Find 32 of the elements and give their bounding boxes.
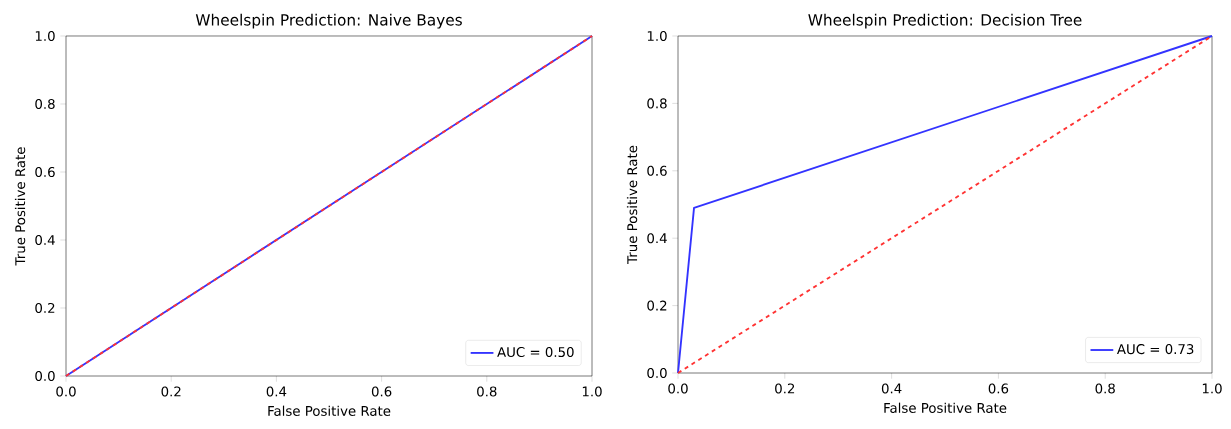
x-tick-label: 0.4 — [881, 383, 902, 394]
x-tick-label: 1.0 — [582, 386, 602, 397]
y-tick-label: 0.6 — [35, 166, 55, 178]
x-tick-label: 0.8 — [1095, 383, 1115, 394]
y-axis-title: True Positive Rate — [626, 145, 638, 264]
x-tick-label: 0.0 — [56, 386, 76, 397]
x-tick-label: 0.0 — [668, 383, 688, 394]
chart-title: Wheelspin Prediction: Decision Tree — [808, 13, 1082, 29]
y-tick-label: 0.2 — [35, 302, 55, 314]
y-tick-label: 0.8 — [647, 98, 667, 109]
x-tick-label: 0.2 — [775, 383, 795, 394]
y-tick-label: 0.2 — [647, 300, 667, 311]
legend-label: AUC = 0.50 — [497, 346, 574, 358]
x-tick-label: 1.0 — [1202, 383, 1222, 394]
y-axis-title: True Positive Rate — [14, 147, 26, 266]
y-tick-label: 0.4 — [647, 233, 667, 244]
x-tick-label: 0.2 — [161, 386, 181, 397]
x-axis-title: False Positive Rate — [884, 402, 1007, 413]
x-axis-title: False Positive Rate — [268, 405, 391, 416]
y-tick-label: 1.0 — [647, 30, 667, 42]
y-tick-label: 0.0 — [35, 370, 55, 382]
y-tick-label: 0.4 — [35, 234, 55, 246]
y-tick-label: 0.8 — [35, 98, 55, 110]
y-tick-label: 0.0 — [647, 367, 667, 379]
x-tick-label: 0.6 — [371, 386, 392, 397]
y-tick-label: 1.0 — [35, 30, 55, 42]
legend-label: AUC = 0.73 — [1116, 344, 1194, 355]
y-tick-label: 0.6 — [647, 165, 667, 176]
chart-title: Wheelspin Prediction: Naive Bayes — [195, 13, 462, 29]
x-tick-label: 0.4 — [266, 386, 287, 397]
x-tick-label: 0.6 — [988, 383, 1009, 394]
x-tick-label: 0.8 — [477, 386, 497, 397]
